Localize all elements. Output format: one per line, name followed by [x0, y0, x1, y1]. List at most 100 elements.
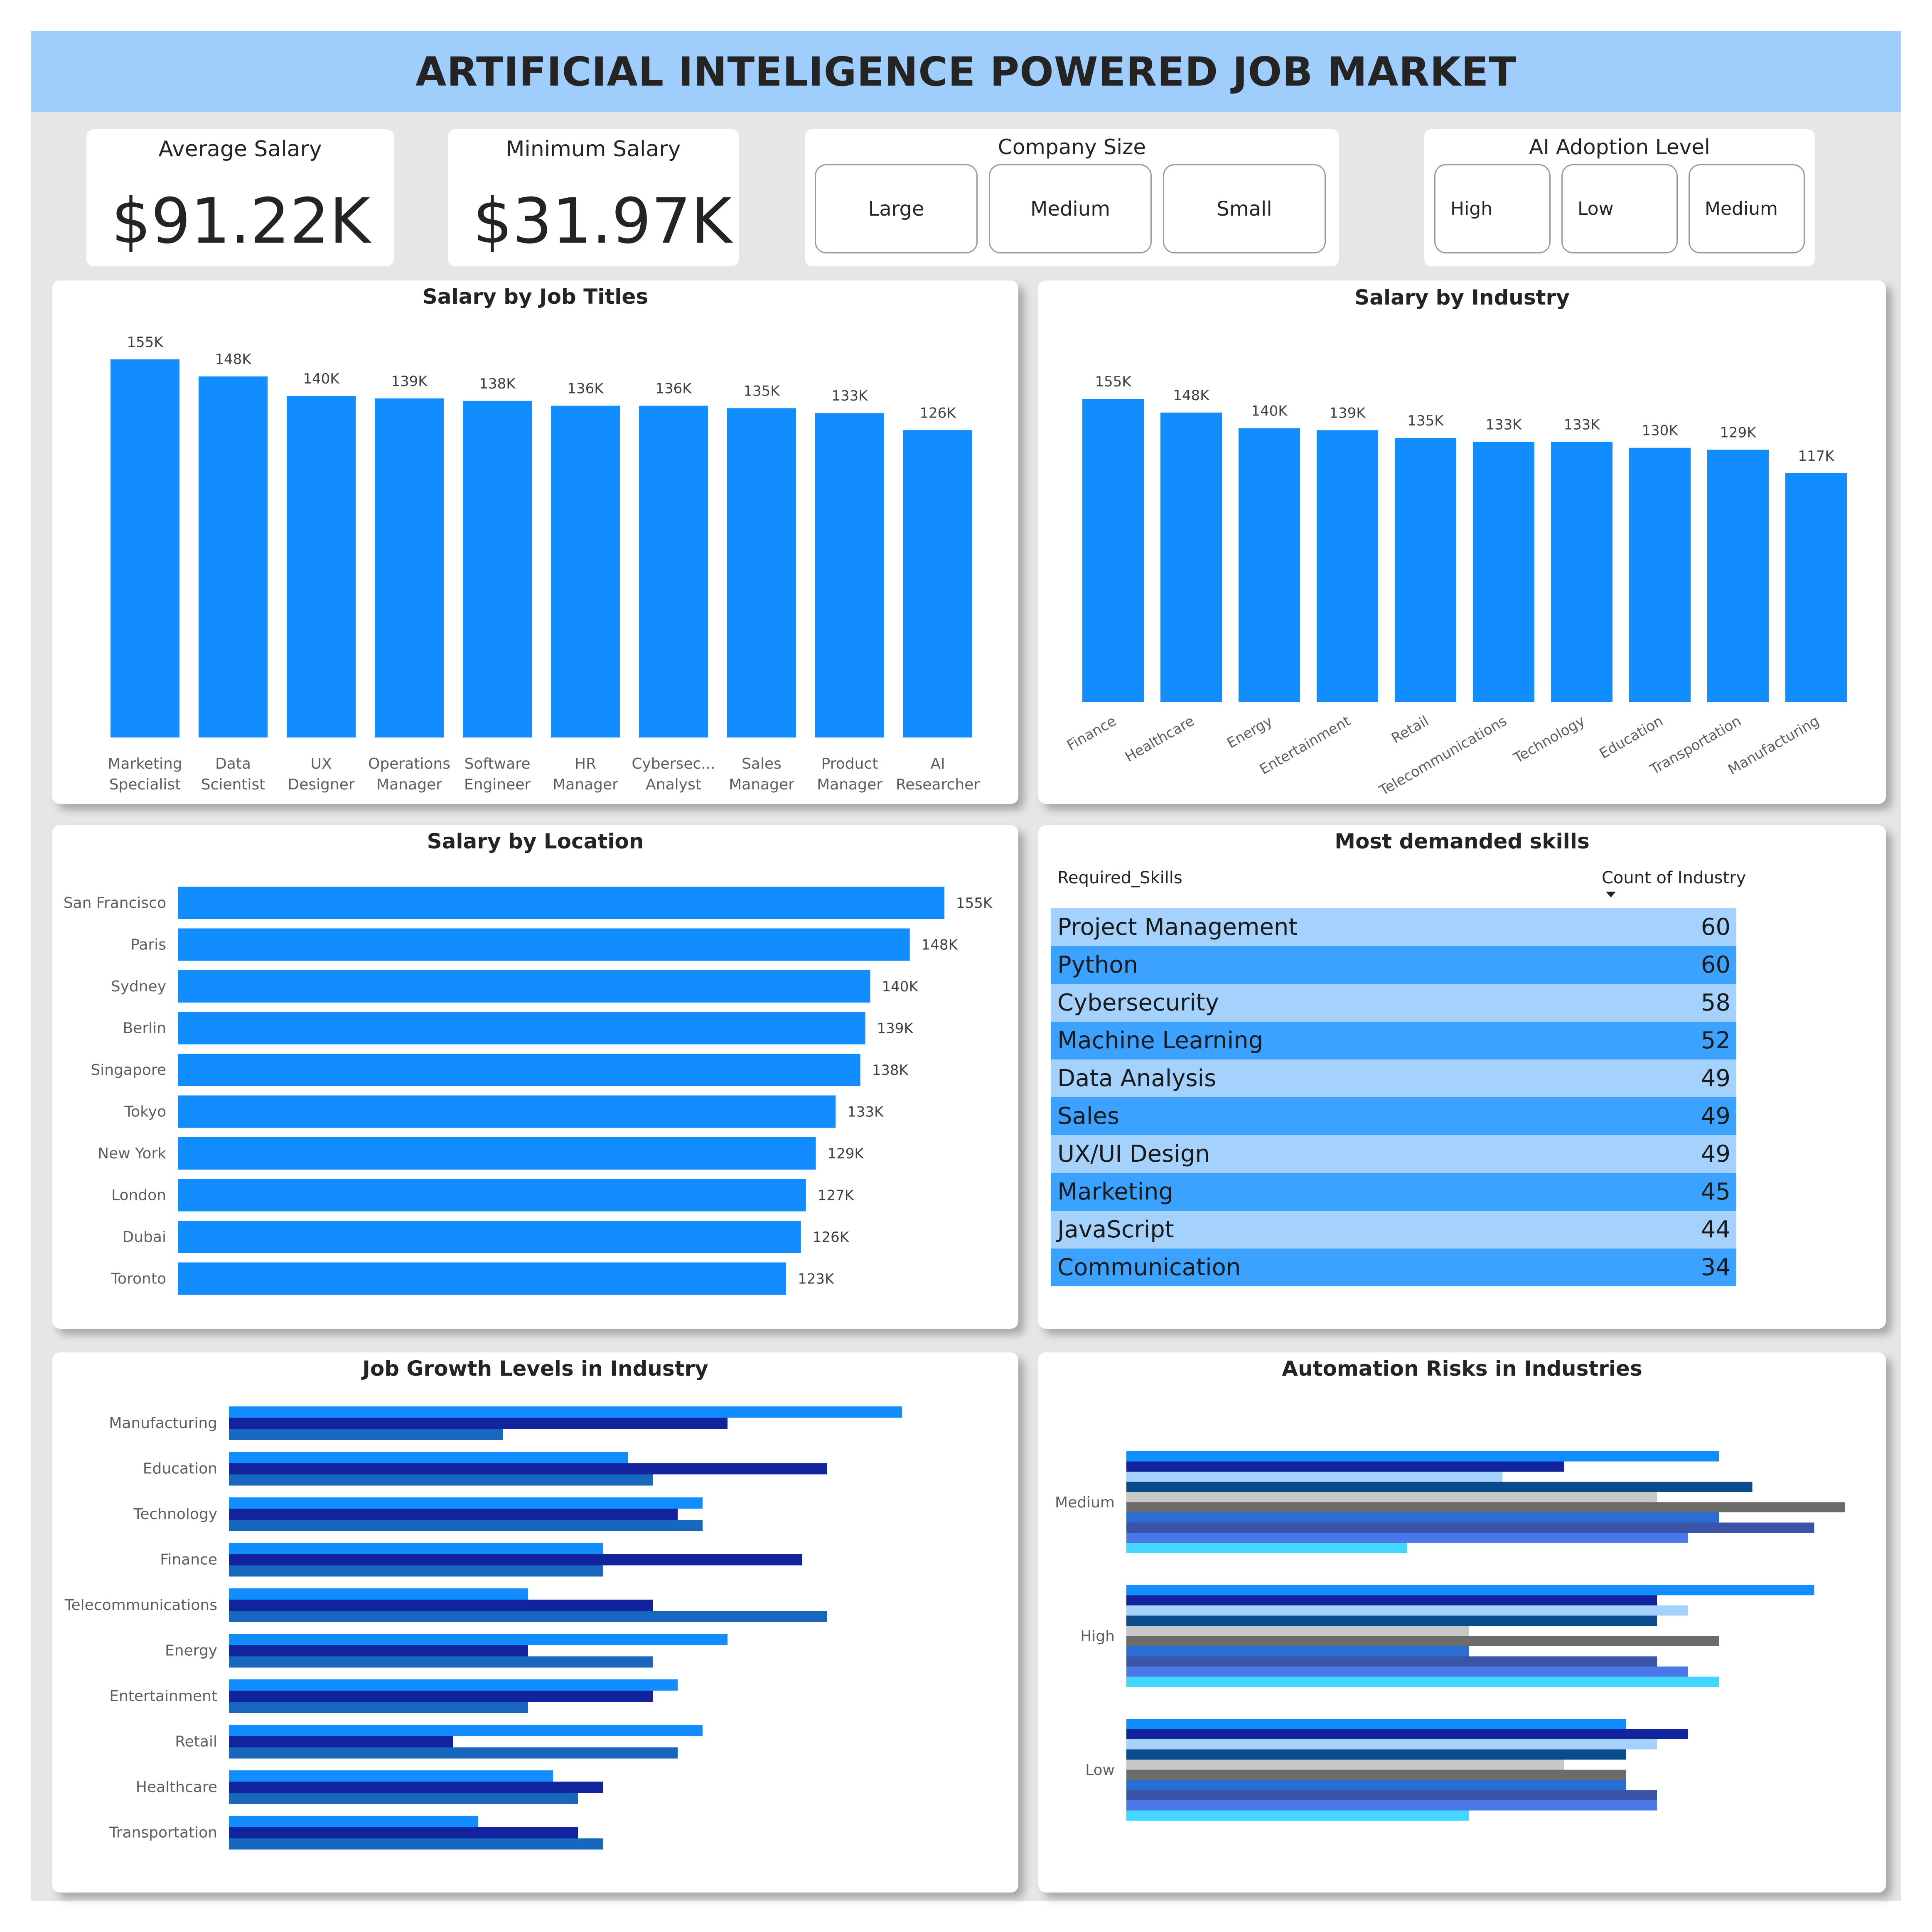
average-salary-value: $91.22K: [111, 185, 371, 258]
bar-transportation-series-2: [229, 1838, 603, 1850]
bar-product-manager: [815, 413, 884, 737]
skill-name-cell: Project Management: [1057, 914, 1298, 941]
salary-by-location-card[interactable]: Salary by Location San Francisco 155K Pari…: [52, 825, 1018, 1329]
category-label-london: London: [111, 1187, 166, 1204]
job-growth-levels-card[interactable]: Job Growth Levels in Industry Manufactur…: [52, 1352, 1018, 1893]
bar-berlin: [178, 1012, 865, 1045]
table-row[interactable]: Python 60: [1051, 946, 1736, 984]
skill-name-cell: Marketing: [1057, 1178, 1174, 1205]
table-row[interactable]: JavaScript 44: [1051, 1211, 1736, 1249]
data-label-ai-researcher: 126K: [919, 405, 956, 421]
skill-name-cell: Communication: [1057, 1254, 1241, 1281]
data-label-berlin: 139K: [877, 1020, 914, 1037]
table-row[interactable]: Machine Learning 52: [1051, 1022, 1736, 1059]
bar-medium-series-6: [1126, 1512, 1719, 1523]
dashboard-title: ARTIFICIAL INTELIGENCE POWERED JOB MARKE…: [415, 48, 1517, 95]
salary-by-industry-chart: 155K Finance 148K Healthcare 140K Energy 139K E…: [1064, 374, 1847, 799]
table-row[interactable]: Communication 34: [1051, 1249, 1736, 1286]
table-header-required-skills[interactable]: Required_Skills: [1057, 868, 1182, 887]
category-label-healthcare: Healthcare: [1122, 713, 1197, 765]
automation-risks-card[interactable]: Automation Risks in Industries Medium Hig…: [1038, 1352, 1886, 1893]
bar-medium-series-2: [1126, 1472, 1503, 1482]
bar-sales-manager: [727, 408, 796, 737]
bar-tokyo: [178, 1095, 836, 1128]
data-label-telecommunications: 133K: [1485, 417, 1522, 433]
bar-software-engineer: [463, 401, 532, 737]
ai-adoption-high-button[interactable]: High: [1434, 164, 1551, 253]
category-label-ux-designer-0: UX: [310, 755, 332, 772]
bar-high-series-9: [1126, 1676, 1719, 1687]
table-row[interactable]: Data Analysis 49: [1051, 1059, 1736, 1097]
category-label-product-manager-0: Product: [821, 755, 878, 772]
data-label-sales-manager: 135K: [743, 383, 780, 399]
job-growth-levels-title: Job Growth Levels in Industry: [362, 1357, 708, 1381]
sort-descending-icon[interactable]: [1606, 892, 1616, 897]
bar-low-series-1: [1126, 1729, 1688, 1739]
table-row[interactable]: Marketing 45: [1051, 1173, 1736, 1211]
data-label-product-manager: 133K: [831, 388, 868, 404]
bar-healthcare: [1160, 412, 1222, 702]
bar-retail: [1395, 438, 1456, 702]
data-label-data-scientist: 148K: [215, 351, 252, 368]
bar-healthcare-series-2: [229, 1793, 578, 1804]
table-row[interactable]: UX/UI Design 49: [1051, 1135, 1736, 1173]
category-label-medium: Medium: [1055, 1494, 1115, 1511]
category-label-dubai: Dubai: [123, 1229, 166, 1246]
bar-retail-series-0: [229, 1725, 703, 1736]
category-label-technology: Technology: [133, 1506, 217, 1523]
company-size-small-button[interactable]: Small: [1163, 164, 1326, 253]
category-label-tokyo: Tokyo: [124, 1104, 166, 1121]
bar-hr-manager: [551, 406, 620, 737]
bar-technology-series-0: [229, 1497, 703, 1509]
salary-by-job-titles-card[interactable]: Salary by Job Titles 155K Marketing Specia…: [52, 280, 1018, 804]
data-label-ux-designer: 140K: [303, 371, 340, 387]
table-header-count-of-industry[interactable]: Count of Industry: [1602, 868, 1746, 887]
data-label-marketing-specialist: 155K: [127, 334, 164, 351]
data-label-healthcare: 148K: [1173, 387, 1210, 404]
salary-by-industry-card[interactable]: Salary by Industry 155K Finance 148K Health…: [1038, 280, 1886, 804]
bar-medium-series-9: [1126, 1543, 1407, 1553]
bar-medium-series-5: [1126, 1502, 1845, 1512]
skill-name-cell: Data Analysis: [1057, 1065, 1217, 1092]
category-label-toronto: Toronto: [111, 1271, 166, 1288]
category-label-data-scientist-1: Scientist: [201, 776, 265, 793]
ai-adoption-title: AI Adoption Level: [1529, 135, 1710, 159]
bar-entertainment-series-0: [229, 1679, 678, 1691]
category-label-entertainment: Entertainment: [109, 1688, 217, 1705]
data-label-hr-manager: 136K: [567, 381, 604, 397]
table-row[interactable]: Sales 49: [1051, 1097, 1736, 1135]
category-label-product-manager-1: Manager: [817, 776, 882, 793]
category-label-manufacturing: Manufacturing: [109, 1415, 217, 1432]
bar-high-series-4: [1126, 1626, 1469, 1636]
minimum-salary-value: $31.97K: [473, 185, 732, 258]
data-label-finance: 155K: [1095, 374, 1132, 390]
bar-low-series-0: [1126, 1719, 1626, 1729]
ai-adoption-low-button[interactable]: Low: [1561, 164, 1678, 253]
data-label-retail: 135K: [1407, 413, 1444, 429]
bar-healthcare-series-1: [229, 1782, 603, 1793]
data-label-tokyo: 133K: [847, 1104, 884, 1121]
category-label-high: High: [1080, 1628, 1115, 1645]
most-demanded-skills-card[interactable]: Most demanded skills Required_Skills Cou…: [1038, 825, 1886, 1329]
category-label-sales-manager-0: Sales: [742, 755, 782, 772]
bar-medium-series-1: [1126, 1461, 1564, 1472]
category-label-telecommunications: Telecommunications: [64, 1597, 217, 1614]
ai-adoption-medium-button[interactable]: Medium: [1689, 164, 1805, 253]
company-size-medium-button[interactable]: Medium: [989, 164, 1152, 253]
category-label-education: Education: [1597, 713, 1666, 762]
table-row[interactable]: Cybersecurity 58: [1051, 984, 1736, 1022]
data-label-education: 130K: [1642, 423, 1679, 439]
skill-name-cell: Python: [1057, 951, 1138, 978]
category-label-new-york: New York: [98, 1145, 166, 1162]
skill-count-cell: 52: [1701, 1027, 1730, 1054]
data-label-technology: 133K: [1563, 417, 1600, 433]
category-label-paris: Paris: [130, 937, 166, 954]
skill-count-cell: 60: [1701, 914, 1730, 941]
category-label-ai-researcher-0: AI: [930, 755, 945, 772]
skill-count-cell: 49: [1701, 1103, 1730, 1130]
category-label-ux-designer-1: Designer: [288, 776, 354, 793]
table-row[interactable]: Project Management 60: [1051, 908, 1736, 946]
skill-name-cell: Machine Learning: [1057, 1027, 1263, 1054]
company-size-large-button[interactable]: Large: [815, 164, 978, 253]
bar-education: [1629, 447, 1691, 702]
